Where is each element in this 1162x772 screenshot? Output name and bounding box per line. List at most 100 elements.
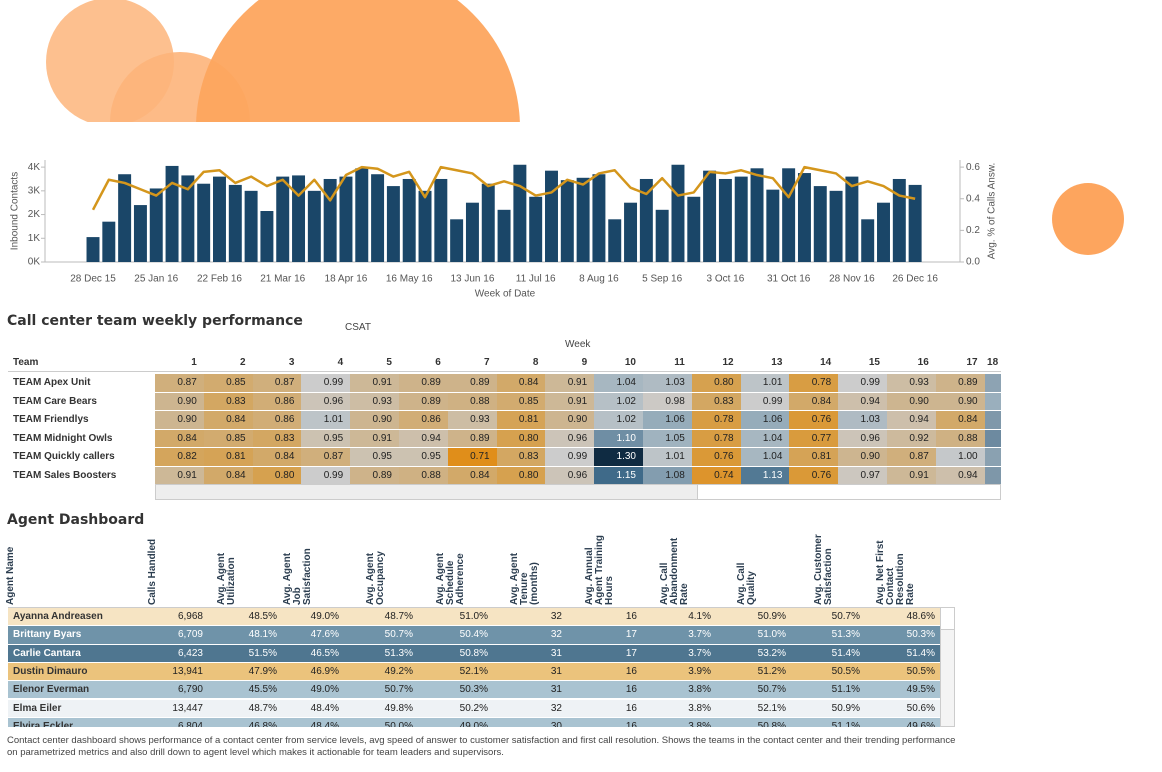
x-tick-label: 26 Dec 16 xyxy=(892,274,938,285)
heat-cell-edge xyxy=(984,448,1001,467)
heat-cell: 0.95 xyxy=(350,448,399,467)
bar xyxy=(418,190,432,262)
agent-value: 50.7% xyxy=(384,629,413,641)
decoration xyxy=(46,0,520,122)
heat-cell: 0.84 xyxy=(203,411,253,430)
heat-cell: 0.90 xyxy=(887,392,936,411)
bar xyxy=(465,202,479,262)
agent-value: 47.6% xyxy=(310,629,339,641)
y-tick-label: 1K xyxy=(28,233,41,244)
heat-cell: 0.87 xyxy=(155,374,204,393)
week-label: 16 xyxy=(917,357,929,368)
heat-cell-edge xyxy=(984,429,1001,448)
agent-value: 50.8% xyxy=(459,647,488,659)
agent-value: 50.2% xyxy=(459,702,488,714)
measure-label: CSAT xyxy=(345,322,371,333)
heat-cell: 0.91 xyxy=(887,466,936,485)
heat-cell: 0.94 xyxy=(935,466,985,485)
heat-cell: 0.84 xyxy=(935,411,985,430)
agent-value: 3.8% xyxy=(688,720,711,727)
y-axis-title: Inbound Contacts xyxy=(10,172,21,250)
column-header: Avg. Call Abandonment Rate xyxy=(659,537,690,605)
agent-value: 51.1% xyxy=(831,720,860,727)
agent-value: 49.2% xyxy=(384,665,413,677)
agent-name: Ayanna Andreasen xyxy=(13,611,103,622)
heat-cell: 0.86 xyxy=(252,411,302,430)
heat-cell: 1.02 xyxy=(594,411,643,430)
agent-value: 48.6% xyxy=(906,611,935,622)
heat-cell: 1.08 xyxy=(643,466,692,485)
bar xyxy=(450,219,464,262)
column-header: Avg. Call Quality xyxy=(736,562,757,605)
bar xyxy=(181,175,195,262)
week-label: 7 xyxy=(484,357,490,368)
heat-cell: 0.89 xyxy=(399,374,448,393)
heat-cell: 0.80 xyxy=(496,429,546,448)
agent-value: 51.1% xyxy=(831,684,860,696)
agent-value: 17 xyxy=(625,629,637,641)
column-header: Avg. Agent Utilization xyxy=(216,552,237,605)
week-label: 2 xyxy=(240,357,246,368)
agent-value: 51.4% xyxy=(831,647,860,659)
week-label: 12 xyxy=(722,357,734,368)
bar xyxy=(307,190,321,262)
heat-cell: 0.76 xyxy=(789,411,839,430)
heat-cell: 0.77 xyxy=(789,429,839,448)
agent-value: 45.5% xyxy=(248,684,277,696)
agent-value: 52.1% xyxy=(757,702,786,714)
week-label: 17 xyxy=(966,357,978,368)
heat-cell: 0.83 xyxy=(252,429,302,448)
heat-cell: 0.91 xyxy=(350,374,399,393)
heat-cell: 0.83 xyxy=(496,448,546,467)
heat-cell: 0.84 xyxy=(447,466,497,485)
agent-value: 50.5% xyxy=(906,665,935,677)
agent-value: 6,968 xyxy=(177,611,203,622)
y-tick-label: 2K xyxy=(28,209,41,220)
heat-cell: 0.90 xyxy=(155,411,204,430)
bar xyxy=(102,221,116,262)
agent-value: 13,447 xyxy=(172,702,203,714)
heat-cell: 0.84 xyxy=(155,429,204,448)
bar xyxy=(703,170,717,262)
agent-value: 3.8% xyxy=(688,684,711,696)
column-header: Avg. Annual Agent Training Hours xyxy=(584,535,615,605)
heat-cell: 0.91 xyxy=(350,429,399,448)
heat-cell: 0.89 xyxy=(935,374,985,393)
heat-cell: 0.96 xyxy=(545,466,595,485)
heat-cell: 0.71 xyxy=(447,448,497,467)
heat-cell: 0.90 xyxy=(838,448,887,467)
bar xyxy=(276,176,290,262)
bar xyxy=(481,183,495,262)
agent-value: 46.5% xyxy=(310,647,339,659)
agent-row: Dustin Dimauro 13,941 47.9% 46.9% 49.2% 52.1%… xyxy=(8,662,940,682)
heat-cell: 0.87 xyxy=(887,448,936,467)
x-tick-label: 21 Mar 16 xyxy=(260,274,305,285)
bar xyxy=(639,178,653,262)
heat-cell: 0.78 xyxy=(691,429,741,448)
bar xyxy=(497,209,511,262)
heat-cell: 0.80 xyxy=(252,466,302,485)
heat-cell: 0.83 xyxy=(691,392,741,411)
agent-row: Elvira Eckler 6,804 46.8% 48.4% 50.0% 49.0% 30… xyxy=(8,717,940,727)
agent-value: 3.7% xyxy=(688,647,711,659)
bar xyxy=(213,176,226,262)
bar xyxy=(797,173,811,262)
scrollbar-thumb xyxy=(156,485,698,499)
agent-value: 32 xyxy=(550,629,562,641)
week-label: 9 xyxy=(581,357,588,368)
agent-value: 17 xyxy=(625,647,637,659)
heat-cell: 1.30 xyxy=(594,448,643,467)
deco-circle xyxy=(196,0,520,122)
column-header: Avg. Agent Tenure (months) xyxy=(509,552,540,605)
bar xyxy=(323,178,337,262)
bar xyxy=(355,168,369,262)
agent-name: Elenor Everman xyxy=(13,684,90,696)
deco-circle xyxy=(1052,183,1124,255)
bar xyxy=(228,184,242,262)
heat-cell-edge xyxy=(984,466,1001,485)
bar xyxy=(118,174,132,262)
header-rule xyxy=(8,371,1001,372)
bar xyxy=(829,190,843,262)
x-tick-label: 3 Oct 16 xyxy=(706,274,744,285)
heat-cell: 0.96 xyxy=(545,429,595,448)
